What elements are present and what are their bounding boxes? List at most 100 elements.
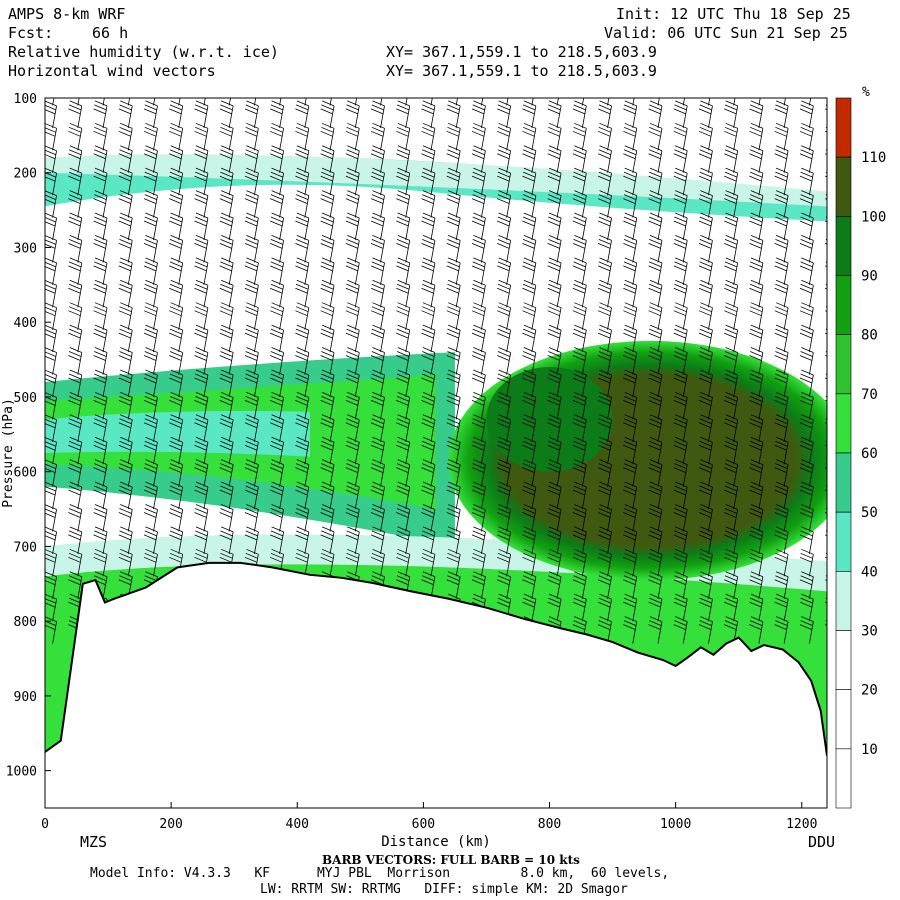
- wind-barb: [698, 414, 713, 442]
- wind-barb: [345, 436, 360, 465]
- wind-barb: [774, 369, 789, 398]
- wind-barb: [270, 100, 284, 128]
- wind-barb: [45, 280, 57, 308]
- wind-barb: [304, 98, 307, 106]
- wind-barb: [295, 436, 310, 465]
- wind-barb: [370, 548, 385, 577]
- wind-barb: [698, 279, 713, 308]
- wind-barb: [673, 122, 688, 151]
- wind-barb: [497, 257, 512, 285]
- wind-barb: [799, 593, 814, 622]
- wind-barb: [68, 100, 83, 128]
- left-station-label: MZS: [80, 833, 108, 851]
- wind-barb: [169, 481, 184, 510]
- wind-barb: [648, 235, 663, 263]
- wind-barb: [169, 212, 184, 241]
- wind-barb: [169, 145, 184, 173]
- wind-barb: [673, 369, 688, 398]
- colorbar-level-label: 90: [861, 269, 878, 285]
- wind-barb: [648, 571, 663, 599]
- wind-barb: [295, 347, 310, 375]
- wind-barb: [799, 235, 814, 263]
- wind-barb: [799, 279, 814, 308]
- wind-barb: [370, 414, 385, 442]
- model-title: AMPS 8-km WRF: [8, 5, 126, 23]
- wind-barb: [698, 212, 713, 241]
- wind-barb: [648, 324, 663, 353]
- y-tick-label: 300: [14, 241, 37, 256]
- wind-barb: [471, 504, 486, 532]
- wind-barb: [270, 190, 284, 218]
- wind-barb: [724, 100, 739, 128]
- wind-barb: [572, 279, 587, 308]
- wind-barb: [219, 436, 234, 465]
- colorbar-level-label: 110: [861, 150, 886, 166]
- wind-barb: [522, 504, 537, 532]
- wind-barb: [698, 481, 713, 510]
- wind-barb: [143, 235, 158, 263]
- wind-barb: [623, 459, 638, 487]
- wind-barb: [623, 190, 638, 218]
- wind-barb: [194, 235, 209, 263]
- wind-barb: [68, 122, 83, 151]
- wind-barb: [396, 347, 411, 375]
- colorbar-level-label: 70: [861, 387, 878, 403]
- wind-barb: [421, 167, 436, 196]
- barb-vector-note: BARB VECTORS: FULL BARB = 10 kts: [322, 853, 580, 867]
- wind-barb: [471, 235, 486, 263]
- wind-barb: [93, 414, 108, 442]
- wind-barb: [774, 436, 789, 465]
- wind-barb: [774, 212, 789, 241]
- wind-barb: [698, 593, 713, 622]
- wind-barb: [345, 369, 360, 398]
- wind-barb: [799, 459, 814, 487]
- wind-barb: [295, 100, 310, 128]
- wind-barb: [270, 145, 284, 173]
- wind-barb: [93, 212, 108, 241]
- wind-barb: [421, 324, 436, 353]
- wind-barb: [279, 98, 282, 106]
- wind-barb: [471, 526, 486, 554]
- wind-barb: [749, 414, 764, 442]
- wind-barb: [623, 347, 638, 375]
- wind-barb: [597, 167, 612, 196]
- wind-barb: [471, 122, 486, 151]
- wind-barb: [724, 302, 739, 330]
- wind-barb: [799, 302, 814, 330]
- wind-barb: [320, 279, 335, 308]
- wind-barb: [572, 616, 587, 644]
- wind-barb: [127, 98, 131, 106]
- wind-barb: [758, 98, 761, 106]
- wind-barb: [572, 593, 587, 622]
- wind-barb: [623, 504, 638, 532]
- wind-barb: [648, 459, 663, 487]
- wind-barb: [396, 391, 411, 420]
- wind-barb: [799, 257, 814, 285]
- wind-barb: [597, 302, 612, 330]
- y-tick-label: 100: [14, 92, 37, 107]
- wind-barb: [724, 235, 739, 263]
- wind-barb: [497, 436, 512, 465]
- wind-barb: [749, 369, 764, 398]
- wind-barb: [345, 526, 360, 554]
- wind-barb: [698, 504, 713, 532]
- wind-barb: [68, 548, 83, 577]
- wind-barb: [497, 190, 512, 218]
- wind-barb: [446, 391, 461, 420]
- wind-barb: [749, 145, 764, 173]
- wind-barb: [724, 324, 739, 353]
- wind-barb: [623, 145, 638, 173]
- wind-barb: [597, 100, 612, 128]
- wind-barb: [774, 616, 789, 644]
- wind-barb: [799, 481, 814, 510]
- wind-barb: [724, 548, 739, 577]
- wind-barb: [774, 302, 789, 330]
- wind-barb: [370, 526, 385, 554]
- wind-barb: [749, 526, 764, 554]
- x-axis-label: Distance (km): [381, 834, 491, 850]
- wind-barb: [648, 279, 663, 308]
- wind-barb: [522, 324, 537, 353]
- wind-barb: [481, 98, 484, 106]
- wind-barb: [345, 100, 360, 128]
